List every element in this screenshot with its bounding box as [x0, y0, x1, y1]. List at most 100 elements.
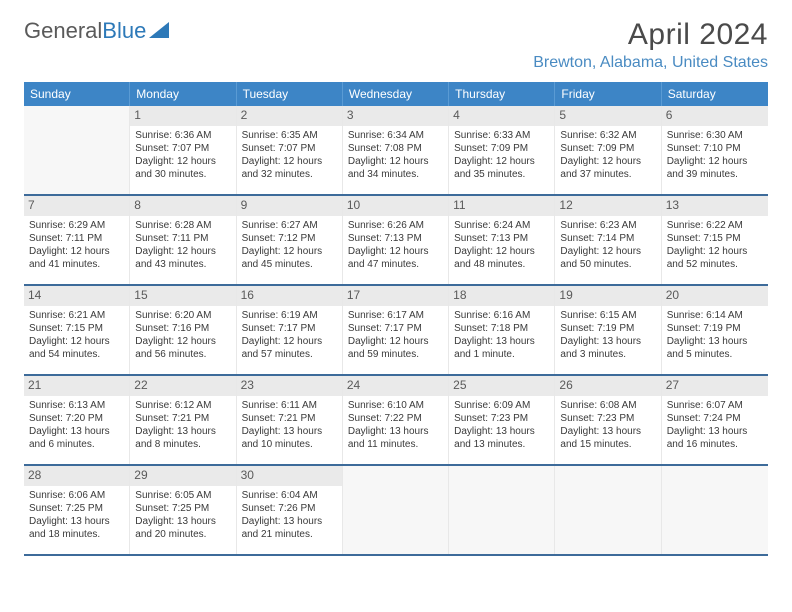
- logo-triangle-icon: [149, 22, 169, 38]
- cell-line: Sunrise: 6:29 AM: [29, 219, 124, 232]
- cell-line: Daylight: 12 hours: [348, 155, 443, 168]
- calendar-cell: 23Sunrise: 6:11 AMSunset: 7:21 PMDayligh…: [237, 376, 343, 464]
- cell-line: and 57 minutes.: [242, 348, 337, 361]
- week-row: 7Sunrise: 6:29 AMSunset: 7:11 PMDaylight…: [24, 196, 768, 286]
- week-row: 21Sunrise: 6:13 AMSunset: 7:20 PMDayligh…: [24, 376, 768, 466]
- cell-line: Sunrise: 6:11 AM: [242, 399, 337, 412]
- cell-line: Sunset: 7:23 PM: [454, 412, 549, 425]
- cell-line: Daylight: 12 hours: [135, 155, 230, 168]
- cell-line: Sunset: 7:23 PM: [560, 412, 655, 425]
- calendar-cell: 19Sunrise: 6:15 AMSunset: 7:19 PMDayligh…: [555, 286, 661, 374]
- calendar-cell: 9Sunrise: 6:27 AMSunset: 7:12 PMDaylight…: [237, 196, 343, 284]
- day-number: 13: [662, 196, 768, 216]
- cell-line: Sunset: 7:11 PM: [135, 232, 230, 245]
- calendar-cell: 12Sunrise: 6:23 AMSunset: 7:14 PMDayligh…: [555, 196, 661, 284]
- cell-line: Sunrise: 6:35 AM: [242, 129, 337, 142]
- cell-line: Sunrise: 6:08 AM: [560, 399, 655, 412]
- cell-line: Daylight: 13 hours: [135, 515, 230, 528]
- cell-line: and 5 minutes.: [667, 348, 763, 361]
- cell-line: Sunrise: 6:07 AM: [667, 399, 763, 412]
- cell-line: Sunset: 7:16 PM: [135, 322, 230, 335]
- day-number: 15: [130, 286, 235, 306]
- cell-line: Sunset: 7:24 PM: [667, 412, 763, 425]
- cell-line: Sunrise: 6:27 AM: [242, 219, 337, 232]
- cell-line: and 50 minutes.: [560, 258, 655, 271]
- cell-line: Sunset: 7:17 PM: [348, 322, 443, 335]
- header: GeneralBlue April 2024 Brewton, Alabama,…: [24, 18, 768, 72]
- cell-line: Daylight: 13 hours: [667, 335, 763, 348]
- cell-line: Sunset: 7:14 PM: [560, 232, 655, 245]
- cell-line: Sunset: 7:09 PM: [560, 142, 655, 155]
- cell-line: and 39 minutes.: [667, 168, 763, 181]
- cell-line: Sunset: 7:13 PM: [454, 232, 549, 245]
- cell-line: Sunrise: 6:24 AM: [454, 219, 549, 232]
- calendar: Sunday Monday Tuesday Wednesday Thursday…: [24, 82, 768, 556]
- cell-line: Sunset: 7:20 PM: [29, 412, 124, 425]
- calendar-cell: 28Sunrise: 6:06 AMSunset: 7:25 PMDayligh…: [24, 466, 130, 554]
- logo-text-blue: Blue: [102, 18, 146, 44]
- cell-line: Daylight: 12 hours: [667, 245, 763, 258]
- day-number: 23: [237, 376, 342, 396]
- cell-line: Sunrise: 6:09 AM: [454, 399, 549, 412]
- cell-line: and 3 minutes.: [560, 348, 655, 361]
- day-number: 25: [449, 376, 554, 396]
- calendar-cell: 29Sunrise: 6:05 AMSunset: 7:25 PMDayligh…: [130, 466, 236, 554]
- day-number: 1: [130, 106, 235, 126]
- calendar-cell: [24, 106, 130, 194]
- cell-line: and 48 minutes.: [454, 258, 549, 271]
- calendar-cell: 8Sunrise: 6:28 AMSunset: 7:11 PMDaylight…: [130, 196, 236, 284]
- cell-line: Sunrise: 6:04 AM: [242, 489, 337, 502]
- cell-line: and 52 minutes.: [667, 258, 763, 271]
- calendar-cell: 17Sunrise: 6:17 AMSunset: 7:17 PMDayligh…: [343, 286, 449, 374]
- cell-line: Daylight: 13 hours: [29, 425, 124, 438]
- cell-line: Sunrise: 6:13 AM: [29, 399, 124, 412]
- day-number: 29: [130, 466, 235, 486]
- cell-line: Daylight: 13 hours: [135, 425, 230, 438]
- cell-line: Daylight: 12 hours: [242, 155, 337, 168]
- calendar-cell: 6Sunrise: 6:30 AMSunset: 7:10 PMDaylight…: [662, 106, 768, 194]
- cell-line: Sunset: 7:12 PM: [242, 232, 337, 245]
- cell-line: Daylight: 12 hours: [454, 245, 549, 258]
- cell-line: and 37 minutes.: [560, 168, 655, 181]
- day-number: 19: [555, 286, 660, 306]
- cell-line: Sunset: 7:15 PM: [29, 322, 124, 335]
- cell-line: Sunrise: 6:30 AM: [667, 129, 763, 142]
- cell-line: Daylight: 12 hours: [29, 245, 124, 258]
- cell-line: and 59 minutes.: [348, 348, 443, 361]
- calendar-cell: 26Sunrise: 6:08 AMSunset: 7:23 PMDayligh…: [555, 376, 661, 464]
- cell-line: Daylight: 13 hours: [29, 515, 124, 528]
- calendar-cell: [662, 466, 768, 554]
- calendar-cell: 18Sunrise: 6:16 AMSunset: 7:18 PMDayligh…: [449, 286, 555, 374]
- day-number: 16: [237, 286, 342, 306]
- cell-line: Sunrise: 6:06 AM: [29, 489, 124, 502]
- cell-line: Sunrise: 6:12 AM: [135, 399, 230, 412]
- cell-line: Daylight: 12 hours: [348, 335, 443, 348]
- cell-line: Daylight: 12 hours: [560, 245, 655, 258]
- cell-line: and 1 minute.: [454, 348, 549, 361]
- day-header: Saturday: [662, 82, 768, 106]
- calendar-cell: 10Sunrise: 6:26 AMSunset: 7:13 PMDayligh…: [343, 196, 449, 284]
- cell-line: and 18 minutes.: [29, 528, 124, 541]
- cell-line: and 16 minutes.: [667, 438, 763, 451]
- cell-line: Daylight: 12 hours: [667, 155, 763, 168]
- day-number: 6: [662, 106, 768, 126]
- day-number: 18: [449, 286, 554, 306]
- calendar-cell: 3Sunrise: 6:34 AMSunset: 7:08 PMDaylight…: [343, 106, 449, 194]
- cell-line: Sunrise: 6:32 AM: [560, 129, 655, 142]
- calendar-cell: 21Sunrise: 6:13 AMSunset: 7:20 PMDayligh…: [24, 376, 130, 464]
- cell-line: Sunrise: 6:14 AM: [667, 309, 763, 322]
- calendar-cell: 1Sunrise: 6:36 AMSunset: 7:07 PMDaylight…: [130, 106, 236, 194]
- cell-line: Sunrise: 6:23 AM: [560, 219, 655, 232]
- cell-line: and 6 minutes.: [29, 438, 124, 451]
- calendar-cell: 15Sunrise: 6:20 AMSunset: 7:16 PMDayligh…: [130, 286, 236, 374]
- cell-line: Sunset: 7:21 PM: [242, 412, 337, 425]
- cell-line: Daylight: 12 hours: [560, 155, 655, 168]
- cell-line: Sunset: 7:21 PM: [135, 412, 230, 425]
- week-row: 28Sunrise: 6:06 AMSunset: 7:25 PMDayligh…: [24, 466, 768, 556]
- calendar-cell: 4Sunrise: 6:33 AMSunset: 7:09 PMDaylight…: [449, 106, 555, 194]
- cell-line: Sunset: 7:11 PM: [29, 232, 124, 245]
- cell-line: Sunrise: 6:16 AM: [454, 309, 549, 322]
- cell-line: Daylight: 13 hours: [560, 425, 655, 438]
- cell-line: Sunset: 7:22 PM: [348, 412, 443, 425]
- calendar-cell: 13Sunrise: 6:22 AMSunset: 7:15 PMDayligh…: [662, 196, 768, 284]
